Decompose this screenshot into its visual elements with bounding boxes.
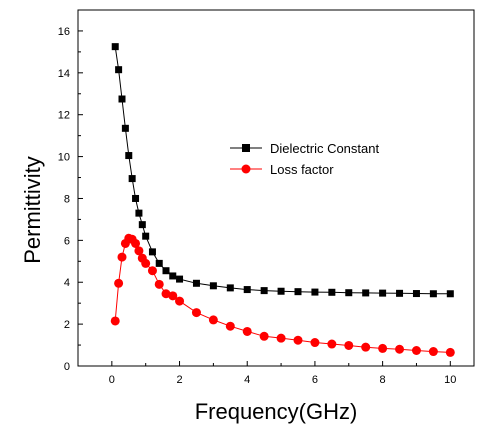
x-tick-label: 2	[176, 374, 182, 386]
y-tick-label: 0	[64, 361, 70, 373]
data-point-dielectric-constant	[128, 175, 136, 183]
data-point-dielectric-constant	[192, 279, 200, 287]
data-point-dielectric-constant	[125, 152, 133, 160]
data-point-dielectric-constant	[345, 289, 353, 297]
data-point-loss-factor	[175, 296, 185, 306]
data-point-loss-factor	[110, 316, 120, 326]
data-point-loss-factor	[445, 347, 455, 357]
data-point-loss-factor	[411, 346, 421, 356]
data-point-dielectric-constant	[226, 284, 234, 292]
data-point-loss-factor	[168, 291, 178, 301]
data-point-dielectric-constant	[311, 288, 319, 296]
data-point-dielectric-constant	[132, 194, 140, 202]
data-point-dielectric-constant	[209, 282, 217, 290]
data-point-loss-factor	[310, 338, 320, 348]
data-point-dielectric-constant	[429, 290, 437, 298]
y-axis-label: Permittivity	[20, 156, 45, 264]
y-tick-label: 8	[64, 193, 70, 205]
x-tick-label: 8	[380, 374, 386, 386]
data-point-dielectric-constant	[294, 288, 302, 296]
data-point-loss-factor	[225, 321, 235, 331]
x-tick-label: 0	[109, 374, 115, 386]
x-tick-label: 10	[444, 374, 456, 386]
legend-label-dielectric-constant: Dielectric Constant	[270, 141, 379, 156]
data-point-dielectric-constant	[115, 66, 123, 74]
data-point-dielectric-constant	[396, 289, 404, 297]
data-point-loss-factor	[276, 333, 286, 343]
y-tick-label: 2	[64, 319, 70, 331]
data-point-loss-factor	[131, 238, 141, 248]
data-point-dielectric-constant	[243, 286, 251, 294]
data-point-dielectric-constant	[277, 287, 285, 295]
data-point-loss-factor	[147, 266, 157, 276]
legend-marker-dielectric-constant	[242, 144, 250, 152]
data-point-loss-factor	[378, 343, 388, 353]
data-point-loss-factor	[114, 278, 124, 288]
data-point-dielectric-constant	[412, 290, 420, 298]
data-point-dielectric-constant	[111, 43, 119, 51]
y-tick-label: 12	[58, 110, 70, 122]
data-point-loss-factor	[344, 340, 354, 350]
data-point-loss-factor	[208, 315, 218, 325]
data-point-dielectric-constant	[260, 287, 268, 295]
data-point-dielectric-constant	[379, 289, 387, 297]
data-point-loss-factor	[293, 335, 303, 345]
data-point-dielectric-constant	[162, 267, 170, 275]
x-tick-label: 6	[312, 374, 318, 386]
data-point-loss-factor	[134, 246, 144, 256]
y-tick-label: 16	[58, 26, 70, 38]
data-point-dielectric-constant	[176, 275, 184, 283]
x-axis-label: Frequency(GHz)	[195, 399, 358, 424]
data-point-dielectric-constant	[148, 248, 156, 256]
legend-marker-loss-factor	[241, 164, 251, 174]
data-point-loss-factor	[141, 258, 151, 268]
data-point-loss-factor	[259, 331, 269, 341]
data-point-loss-factor	[428, 347, 438, 357]
data-point-loss-factor	[327, 339, 337, 349]
y-tick-label: 4	[64, 277, 70, 289]
data-point-dielectric-constant	[135, 209, 143, 217]
data-point-dielectric-constant	[155, 259, 163, 267]
data-point-dielectric-constant	[142, 232, 150, 240]
y-tick-label: 10	[58, 152, 70, 164]
x-axis-ticks: 0 2 4 6 8 10	[109, 361, 456, 386]
data-point-loss-factor	[117, 252, 127, 262]
legend-label-loss-factor: Loss factor	[270, 162, 334, 177]
plot-frame	[77, 9, 475, 367]
data-point-dielectric-constant	[328, 288, 336, 296]
x-tick-label: 4	[244, 374, 250, 386]
y-tick-label: 14	[58, 68, 70, 80]
y-tick-label: 6	[64, 235, 70, 247]
data-point-loss-factor	[242, 326, 252, 336]
data-point-loss-factor	[361, 342, 371, 352]
data-point-dielectric-constant	[138, 221, 146, 229]
legend: Dielectric Constant Loss factor	[230, 141, 379, 177]
y-axis-ticks: 0 2 4 6 8 10 12 14 16	[58, 26, 83, 373]
data-point-dielectric-constant	[169, 272, 177, 280]
data-point-dielectric-constant	[362, 289, 370, 297]
data-point-dielectric-constant	[446, 290, 454, 298]
data-point-loss-factor	[191, 308, 201, 318]
data-point-loss-factor	[395, 344, 405, 354]
series-layer	[110, 43, 455, 357]
data-point-dielectric-constant	[118, 95, 126, 103]
data-point-dielectric-constant	[121, 124, 129, 132]
data-point-loss-factor	[154, 279, 164, 289]
data-point-loss-factor	[161, 289, 171, 299]
